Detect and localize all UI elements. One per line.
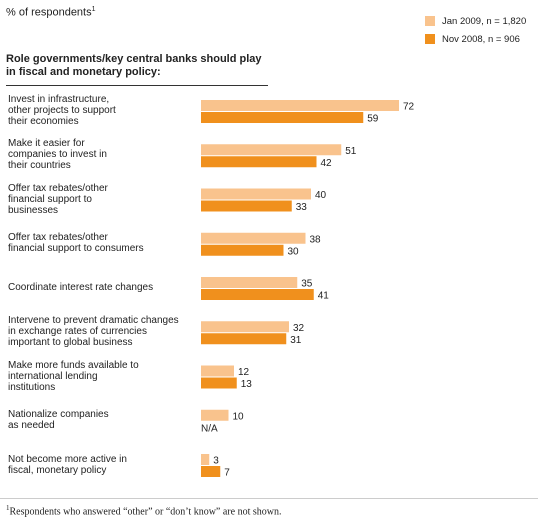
bar-jan-2009 <box>201 365 234 377</box>
bar-jan-2009 <box>201 454 210 465</box>
bar-value-label: 31 <box>290 335 302 346</box>
legend-swatch-nov-2008 <box>425 34 435 44</box>
category-label: Make it easier for companies to invest in… <box>8 138 107 172</box>
bar-value-label: 59 <box>367 114 379 125</box>
footer-divider <box>0 498 538 499</box>
footnote: 1Respondents who answered “other” or “do… <box>6 504 281 517</box>
bar-jan-2009 <box>201 321 289 333</box>
bar-value-label: 40 <box>315 190 327 201</box>
bar-value-label: 51 <box>345 146 357 157</box>
legend-swatch-jan-2009 <box>425 16 435 26</box>
unit-footnote-marker: 1 <box>91 6 96 13</box>
unit-label: % of respondents1 <box>6 6 96 19</box>
bar-value-label: 3 <box>213 456 219 467</box>
chart-title: Role governments/key central banks shoul… <box>6 53 262 78</box>
category-label: Coordinate interest rate changes <box>8 282 154 293</box>
category-label: Offer tax rebates/other financial support… <box>8 232 144 255</box>
bar-nov-2008 <box>201 112 364 123</box>
bar-nov-2008 <box>201 156 317 168</box>
missing-value-label: N/A <box>201 423 218 434</box>
bar-value-label: 42 <box>321 158 333 169</box>
bar-value-label: 72 <box>403 102 415 113</box>
bar-value-label: 41 <box>318 291 330 302</box>
legend-item-jan-2009: Jan 2009, n = 1,820 <box>425 12 526 30</box>
category-label: Make more funds available to internationa… <box>8 359 139 393</box>
bar-nov-2008 <box>201 377 237 389</box>
bar-jan-2009 <box>201 277 298 288</box>
legend-label-jan-2009: Jan 2009, n = 1,820 <box>442 15 527 27</box>
bar-jan-2009 <box>201 232 306 244</box>
bar-nov-2008 <box>201 466 221 477</box>
bar-value-label: 10 <box>233 411 245 422</box>
footnote-text: Respondents who answered “other” or “don… <box>9 506 282 518</box>
bar-value-label: 13 <box>241 379 253 390</box>
bar-value-label: 32 <box>293 323 305 334</box>
bar-nov-2008 <box>201 289 314 300</box>
category-label: Intervene to prevent dramatic changes in … <box>8 315 179 349</box>
category-label: Invest in infrastructure, other projects … <box>8 94 116 127</box>
footnote-marker: 1 <box>6 504 10 512</box>
legend-item-nov-2008: Nov 2008, n = 906 <box>425 30 526 48</box>
bar-jan-2009 <box>201 188 311 200</box>
legend: Jan 2009, n = 1,820 Nov 2008, n = 906 <box>425 12 526 48</box>
bar-jan-2009 <box>201 409 229 421</box>
title-underline <box>6 85 268 86</box>
bar-value-label: 7 <box>224 468 230 479</box>
bar-nov-2008 <box>201 244 284 256</box>
bar-value-label: 38 <box>310 234 322 245</box>
legend-label-nov-2008: Nov 2008, n = 906 <box>442 33 520 45</box>
bar-value-label: 35 <box>301 279 313 290</box>
bar-value-label: 33 <box>296 202 308 213</box>
bar-nov-2008 <box>201 200 292 212</box>
bar-value-label: 12 <box>238 367 250 378</box>
bar-nov-2008 <box>201 333 287 345</box>
category-label: Nationalize companies as needed <box>8 409 109 432</box>
bar-jan-2009 <box>201 100 399 111</box>
category-label: Offer tax rebates/other financial support… <box>8 182 108 216</box>
bar-jan-2009 <box>201 144 342 156</box>
bar-value-label: 30 <box>288 246 300 257</box>
category-label: Not become more active in fiscal, monetar… <box>8 453 127 476</box>
